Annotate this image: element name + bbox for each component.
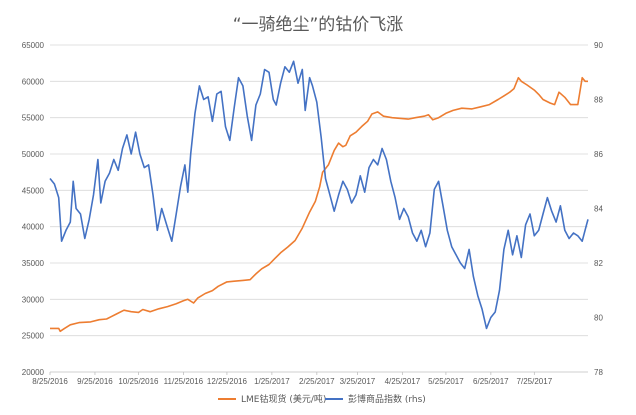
y-left-tick-label: 40000 xyxy=(22,223,45,232)
legend: LME钴现货 (美元/吨) 彭博商品指数 (rhs) xyxy=(218,393,426,405)
x-axis: 8/25/2016 9/25/2016 10/25/2016 11/25/2016 12… xyxy=(32,372,553,386)
series-line-2 xyxy=(49,60,589,330)
x-tick-label: 4/25/2017 xyxy=(385,377,421,386)
y-axis-left: 20000 25000 30000 35000 40000 45000 50000 55000… xyxy=(22,41,45,377)
x-tick-label: 6/25/2017 xyxy=(473,377,509,386)
y-left-tick-label: 35000 xyxy=(22,259,45,268)
y-left-tick-label: 55000 xyxy=(22,114,45,123)
y-left-tick-label: 25000 xyxy=(22,332,45,341)
y-right-tick-label: 78 xyxy=(594,368,603,377)
legend-label-1: LME钴现货 (美元/吨) xyxy=(241,393,326,405)
y-right-tick-label: 86 xyxy=(594,150,603,159)
y-left-tick-label: 20000 xyxy=(22,368,45,377)
x-tick-label: 10/25/2016 xyxy=(118,377,159,386)
y-left-tick-label: 50000 xyxy=(22,150,45,159)
x-tick-label: 11/25/2016 xyxy=(164,377,204,386)
x-tick-label: 5/25/2017 xyxy=(428,377,464,386)
x-tick-label: 8/25/2016 xyxy=(32,377,68,386)
x-tick-label: 1/25/2017 xyxy=(254,377,290,386)
series-lines xyxy=(49,60,589,333)
x-tick-label: 7/25/2017 xyxy=(517,377,553,386)
y-axis-right: 78 80 82 84 86 88 90 xyxy=(594,41,603,377)
y-left-tick-label: 60000 xyxy=(22,77,45,86)
x-tick-label: 9/25/2016 xyxy=(77,377,113,386)
y-left-tick-label: 45000 xyxy=(22,186,45,195)
y-right-tick-label: 88 xyxy=(594,96,603,105)
x-tick-label: 12/25/2016 xyxy=(207,377,248,386)
y-right-tick-label: 90 xyxy=(594,41,603,50)
x-tick-label: 2/25/2017 xyxy=(299,377,335,386)
y-right-tick-label: 84 xyxy=(594,205,603,214)
y-left-tick-label: 65000 xyxy=(22,41,45,50)
chart-title: “一骑绝尘”的钴价飞涨 xyxy=(233,15,404,35)
x-tick-label: 3/25/2017 xyxy=(340,377,376,386)
y-left-tick-label: 30000 xyxy=(22,295,45,304)
y-right-tick-label: 82 xyxy=(594,259,603,268)
y-right-tick-label: 80 xyxy=(594,314,603,323)
series-line-1 xyxy=(50,76,588,333)
legend-label-2: 彭博商品指数 (rhs) xyxy=(348,393,426,405)
